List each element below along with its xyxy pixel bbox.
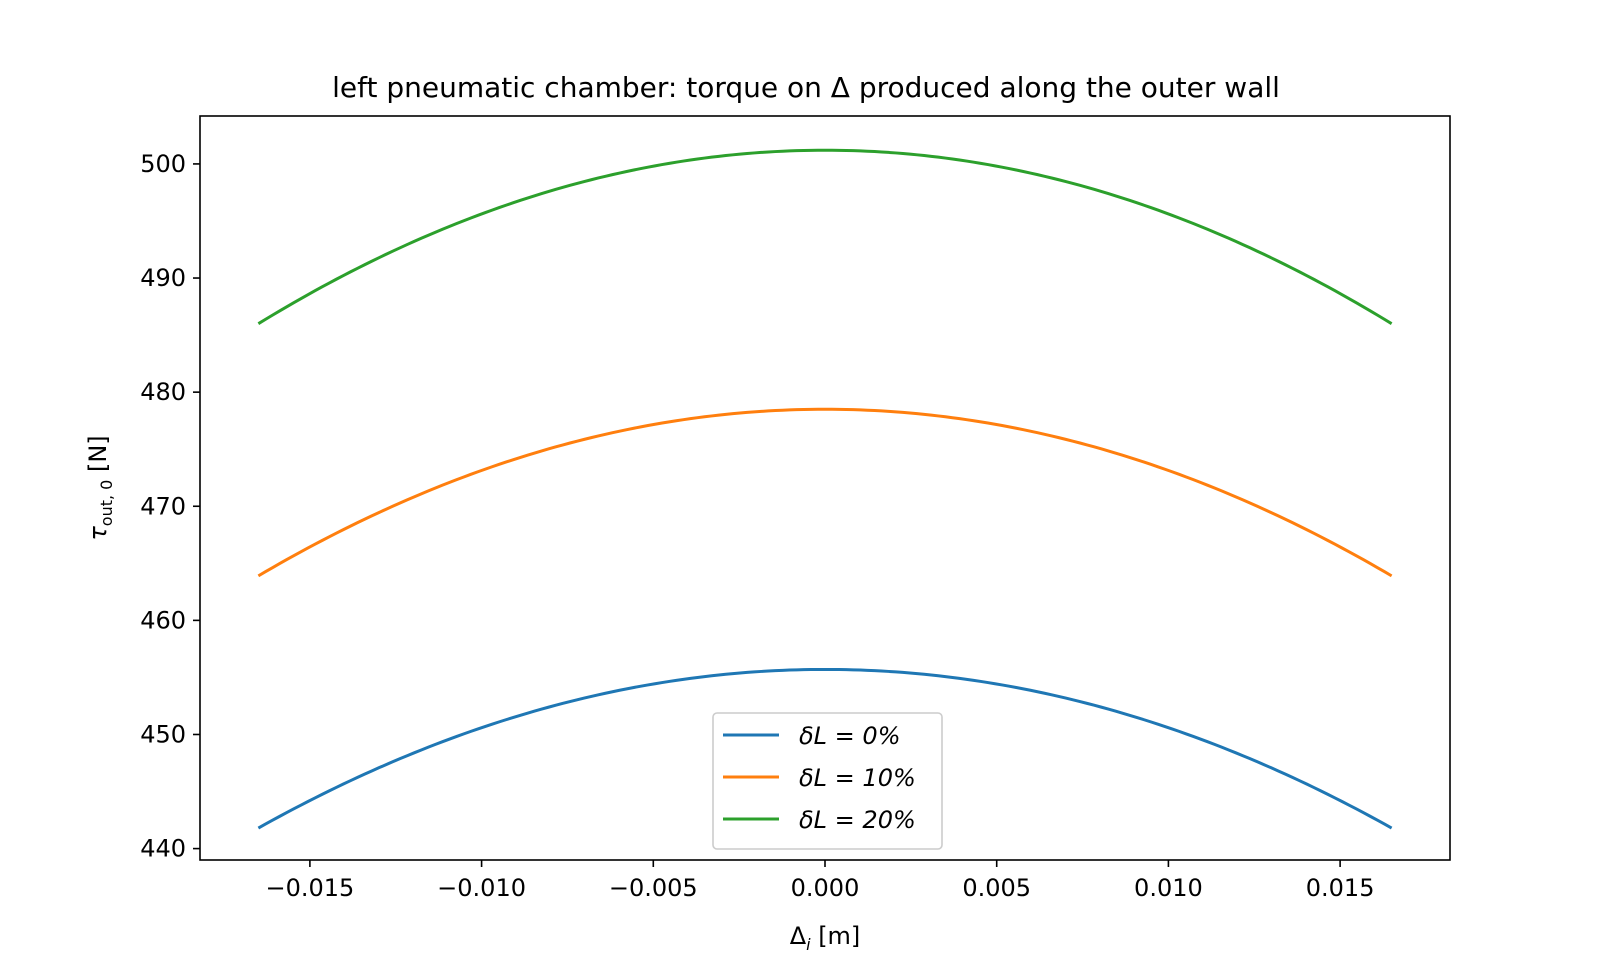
legend-label-1: δL = 10%	[799, 764, 916, 792]
y-tick-label: 440	[140, 835, 186, 863]
legend-label-0: δL = 0%	[799, 722, 901, 750]
y-axis-label-sub: out, 0	[97, 480, 116, 527]
y-axis-label-unit: [N]	[84, 435, 112, 479]
x-tick-label: −0.005	[609, 874, 698, 902]
x-tick-label: 0.010	[1134, 874, 1203, 902]
legend-box	[712, 712, 943, 850]
x-tick-label: 0.005	[962, 874, 1031, 902]
x-tick-label: 0.000	[791, 874, 860, 902]
y-tick-label: 480	[140, 378, 186, 406]
chart-title: left pneumatic chamber: torque on Δ prod…	[332, 71, 1280, 104]
y-tick-label: 500	[140, 150, 186, 178]
legend: δL = 0% δL = 10% δL = 20%	[712, 712, 943, 850]
x-axis-label: Δi [m]	[790, 922, 861, 954]
y-axis: 440 450 460 470 480 490 500	[140, 150, 200, 863]
x-tick-label: 0.015	[1306, 874, 1375, 902]
x-axis-label-unit: [m]	[811, 922, 861, 950]
y-tick-label: 460	[140, 606, 186, 634]
series-line-2	[257, 148, 1393, 325]
x-tick-label: −0.015	[265, 874, 354, 902]
legend-label-2: δL = 20%	[799, 806, 916, 834]
x-axis-label-main: Δ	[790, 922, 807, 950]
series-line-1	[257, 407, 1393, 578]
x-axis-label-sub: i	[806, 935, 811, 954]
series-line-0	[257, 667, 1393, 830]
y-tick-label: 470	[140, 492, 186, 520]
series-layer	[257, 148, 1393, 830]
x-tick-label: −0.010	[437, 874, 526, 902]
y-axis-label-main: τ	[84, 526, 112, 541]
y-tick-label: 450	[140, 720, 186, 748]
x-axis: −0.015 −0.010 −0.005 0.000 0.005 0.010 0.015	[265, 860, 1374, 902]
y-tick-label: 490	[140, 264, 186, 292]
y-axis-label: τout, 0 [N]	[84, 435, 116, 540]
